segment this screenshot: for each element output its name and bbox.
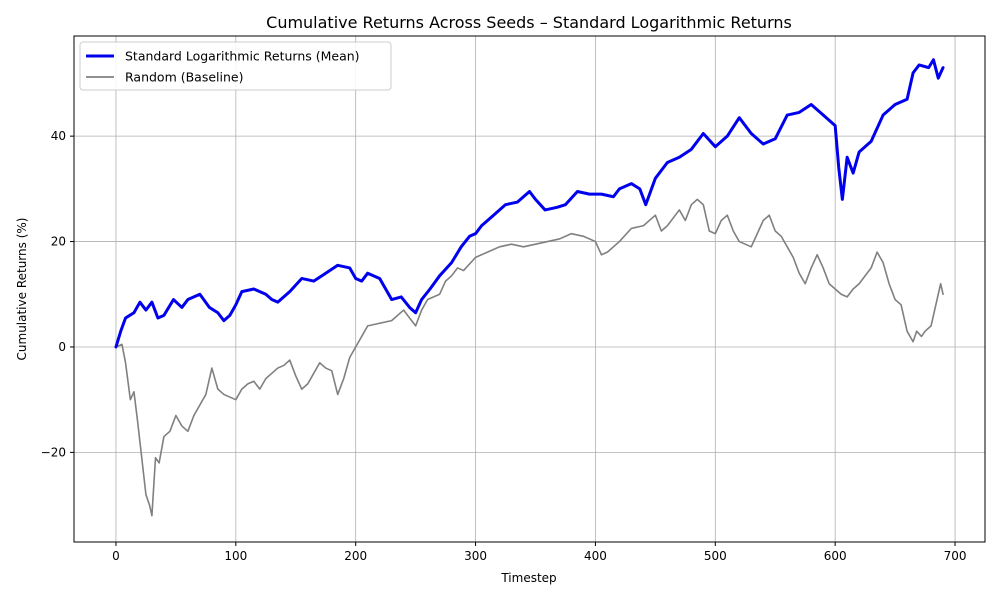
legend: Standard Logarithmic Returns (Mean) Rand… — [79, 41, 392, 91]
x-tick-label: 600 — [824, 549, 847, 563]
series-line-mean — [114, 58, 945, 349]
y-tick-label: −20 — [41, 445, 66, 459]
chart-title: Cumulative Returns Across Seeds – Standa… — [266, 13, 792, 32]
x-tick-label: 200 — [344, 549, 367, 563]
x-tick-label: 500 — [704, 549, 727, 563]
y-tick-label: 20 — [51, 235, 66, 249]
x-tick-label: 100 — [224, 549, 247, 563]
x-tick-label: 700 — [944, 549, 967, 563]
x-axis-label: Timestep — [500, 571, 556, 585]
x-tick-label: 400 — [584, 549, 607, 563]
series-line-random — [115, 198, 944, 517]
grid-lines — [74, 36, 985, 542]
x-tick-label: 0 — [112, 549, 120, 563]
legend-box — [79, 41, 392, 91]
y-axis-label: Cumulative Returns (%) — [15, 218, 29, 361]
series-lines — [114, 58, 945, 517]
axis-ticks: 0 100 200 300 400 500 600 700 −20 0 20 40 — [41, 129, 967, 563]
x-tick-label: 300 — [464, 549, 487, 563]
legend-label-random: Random (Baseline) — [125, 70, 243, 85]
y-tick-label: 40 — [51, 129, 66, 143]
y-tick-label: 0 — [58, 340, 66, 354]
plot-frame — [73, 35, 986, 543]
legend-label-mean: Standard Logarithmic Returns (Mean) — [125, 49, 360, 64]
